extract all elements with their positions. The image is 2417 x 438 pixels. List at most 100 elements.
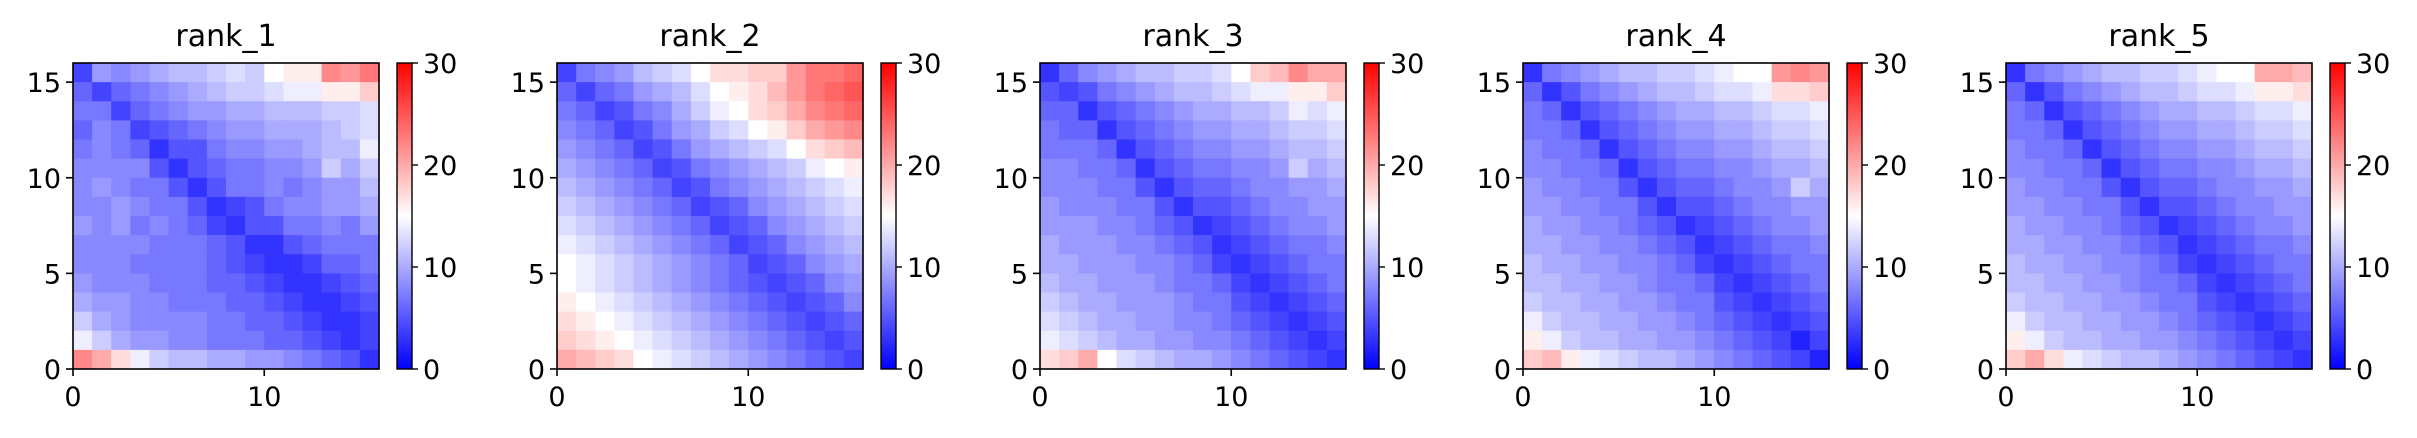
heatmap-cell: [1212, 292, 1232, 313]
heatmap-cell: [1771, 311, 1792, 332]
heatmap-cell: [2216, 82, 2237, 102]
heatmap-cell: [2178, 273, 2198, 294]
heatmap-cell: [710, 177, 730, 198]
heatmap-cell: [206, 177, 227, 198]
heatmap-cell: [805, 82, 826, 102]
heatmap-cell: [1542, 177, 1562, 198]
heatmap-cell: [2063, 330, 2084, 351]
x-tick-label: 0: [64, 382, 81, 413]
heatmap-cell: [1212, 330, 1232, 351]
heatmap-cell: [359, 177, 380, 198]
heatmap-cell: [2254, 273, 2275, 294]
heatmap-cell: [1790, 311, 1811, 332]
heatmap-cell: [1676, 139, 1696, 160]
heatmap-cell: [2120, 177, 2141, 198]
heatmap-cell: [1695, 139, 1715, 160]
heatmap-cell: [576, 101, 596, 121]
heatmap-cell: [187, 139, 208, 160]
heatmap-cell: [1561, 292, 1581, 313]
heatmap-cell: [1078, 82, 1098, 102]
heatmap-cell: [359, 254, 380, 274]
heatmap-cell: [321, 330, 342, 351]
heatmap-cell: [1059, 158, 1079, 179]
heatmap-cell: [1078, 120, 1098, 141]
heatmap-cell: [1561, 82, 1581, 102]
heatmap-cell: [321, 82, 342, 102]
heatmap-cell: [187, 254, 208, 274]
colorbar-tick-label: 10: [1873, 253, 1907, 284]
heatmap-cell: [557, 349, 577, 370]
heatmap-cell: [2197, 273, 2217, 294]
heatmap-cell: [671, 177, 692, 198]
heatmap-cell: [1790, 254, 1811, 274]
heatmap-cell: [1116, 177, 1137, 198]
heatmap-cell: [1752, 101, 1773, 121]
heatmap-cell: [690, 196, 711, 217]
heatmap-cell: [2006, 196, 2026, 217]
heatmap-cell: [614, 120, 635, 141]
heatmap-cell: [1790, 158, 1811, 179]
heatmap-cell: [690, 158, 711, 179]
heatmap-cell: [226, 101, 246, 121]
y-tick-label: 5: [44, 259, 61, 290]
heatmap-cell: [1637, 177, 1658, 198]
heatmap-cell: [2025, 101, 2045, 121]
heatmap-cell: [2292, 158, 2313, 179]
heatmap-cell: [302, 101, 323, 121]
heatmap-cell: [2197, 254, 2217, 274]
heatmap-cell: [2273, 273, 2294, 294]
heatmap-cell: [1154, 292, 1175, 313]
heatmap-cell: [1714, 330, 1734, 351]
heatmap-cell: [710, 82, 730, 102]
heatmap-cell: [73, 330, 93, 351]
heatmap-cell: [767, 196, 788, 217]
heatmap-cell: [1307, 292, 1328, 313]
heatmap-cell: [1733, 82, 1754, 102]
heatmap-cell: [187, 158, 208, 179]
heatmap-cell: [690, 216, 711, 236]
heatmap-cell: [1307, 101, 1328, 121]
heatmap-cell: [2235, 273, 2256, 294]
heatmap-cell: [2197, 158, 2217, 179]
heatmap-cell: [1307, 158, 1328, 179]
heatmap-cell: [92, 82, 112, 102]
heatmap-cell: [767, 177, 788, 198]
heatmap-cell: [111, 349, 131, 370]
heatmap-cell: [226, 63, 246, 83]
heatmap-cell: [748, 139, 768, 160]
heatmap-cell: [2178, 216, 2198, 236]
heatmap-cell: [1523, 273, 1543, 294]
heatmap-cell: [2006, 330, 2026, 351]
heatmap-cell: [130, 273, 151, 294]
heatmap-cell: [2273, 158, 2294, 179]
heatmap-cell: [264, 254, 284, 274]
heatmap-cell: [264, 311, 284, 332]
heatmap-cell: [2273, 196, 2294, 217]
heatmap-cell: [111, 216, 131, 236]
heatmap-cell: [2120, 292, 2141, 313]
heatmap-cell: [92, 292, 112, 313]
heatmap-cell: [767, 158, 788, 179]
heatmap-cell: [302, 330, 323, 351]
heatmap-cell: [805, 177, 826, 198]
y-tick-label: 0: [44, 355, 61, 386]
heatmap-cell: [245, 216, 265, 236]
heatmap-cell: [1269, 349, 1290, 370]
heatmap-cell: [73, 101, 93, 121]
heatmap-cell: [245, 139, 265, 160]
heatmap-cell: [1154, 311, 1175, 332]
heatmap-cell: [1695, 177, 1715, 198]
heatmap-cell: [1116, 158, 1137, 179]
heatmap-cell: [111, 196, 131, 217]
heatmap-cell: [843, 330, 864, 351]
heatmap-cell: [1288, 311, 1309, 332]
heatmap-cell: [729, 101, 749, 121]
heatmap-cell: [283, 177, 304, 198]
heatmap-cell: [359, 273, 380, 294]
heatmap-cell: [149, 101, 170, 121]
heatmap-cell: [111, 101, 131, 121]
heatmap-cell: [340, 101, 361, 121]
heatmap-cell: [1231, 101, 1251, 121]
heatmap-cells: [1040, 63, 1347, 370]
heatmap-cell: [2254, 235, 2275, 255]
